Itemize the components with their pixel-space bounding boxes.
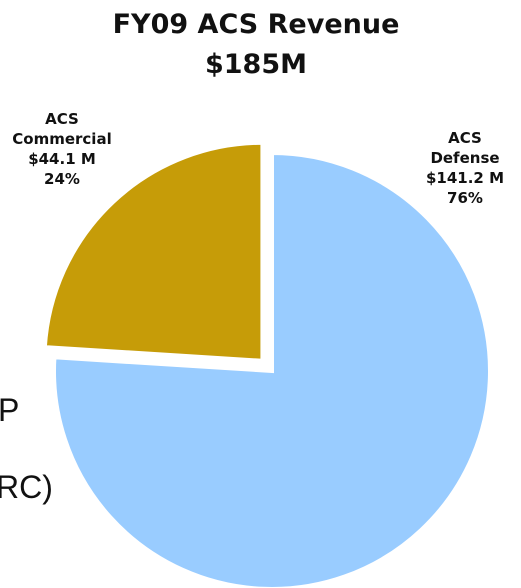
slice-label-acs-defense: ACS Defense $141.2 M 76% [426, 129, 504, 207]
pie-slice-acs-defense [52, 150, 492, 588]
slice-label-acs-commercial: ACS Commercial $44.1 M 24% [12, 110, 111, 188]
chart-title: FY09 ACS Revenue [113, 9, 400, 40]
chart-subtitle: $185M [205, 49, 307, 80]
pie-slice-acs-commercial [42, 140, 265, 363]
background-slide-text: P RC) [0, 392, 53, 505]
slice-labels: ACS Defense $141.2 M 76% ACS Commercial $44.1 … [12, 110, 504, 207]
pie-slices [42, 140, 492, 588]
background-text-line-1: P [0, 392, 19, 428]
background-text-line-2: RC) [0, 469, 53, 505]
